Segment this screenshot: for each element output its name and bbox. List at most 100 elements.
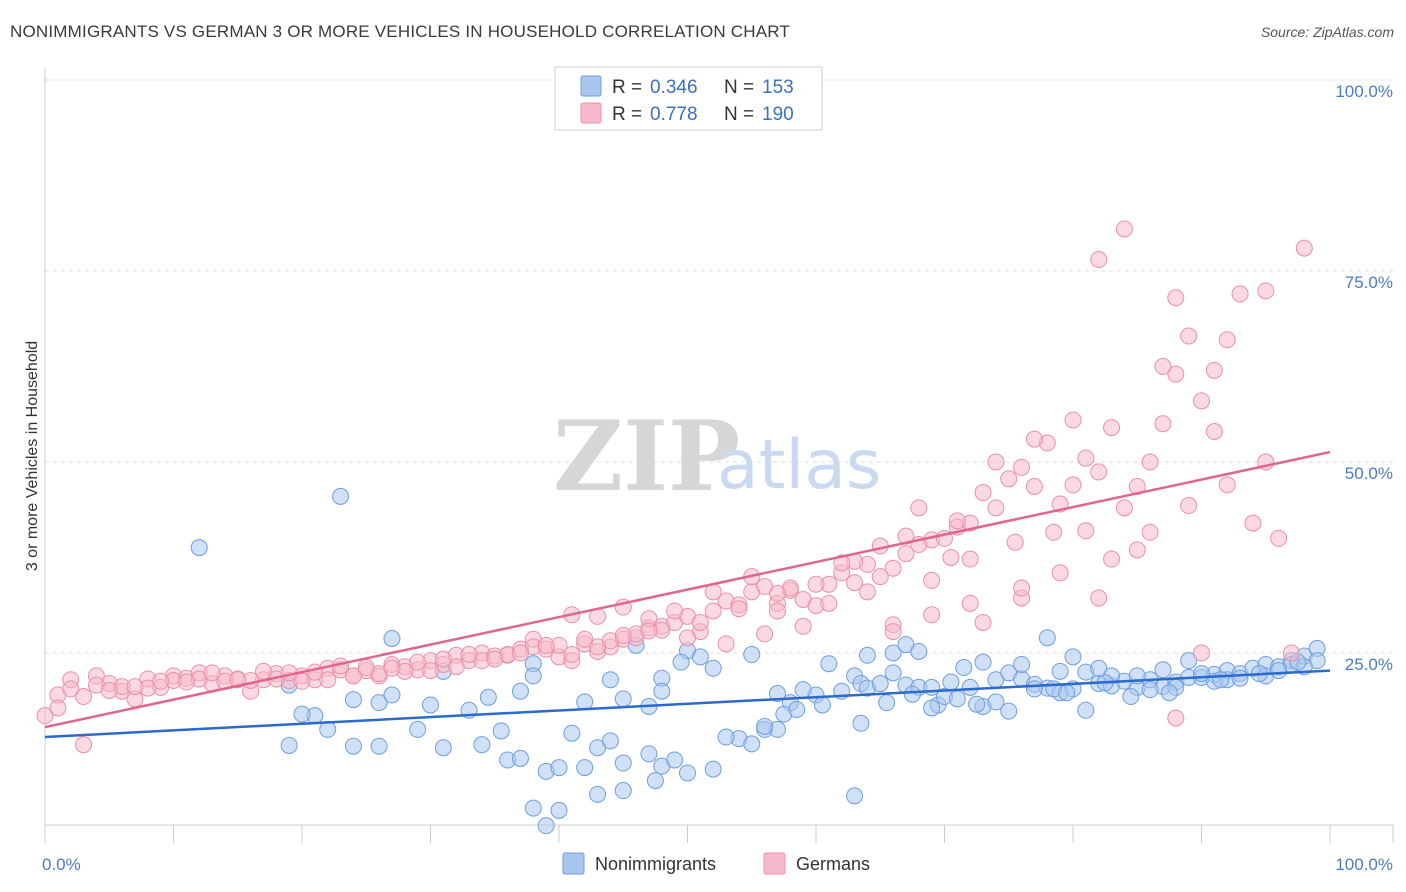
nonimmigrants-point <box>332 487 350 505</box>
nonimmigrants-point <box>704 760 722 778</box>
nonimmigrants-point <box>858 646 876 664</box>
germans-point <box>807 575 825 593</box>
germans-point <box>344 667 362 685</box>
nonimmigrants-point <box>576 759 594 777</box>
nonimmigrants-point <box>370 737 388 755</box>
nonimmigrants-point <box>987 693 1005 711</box>
nonimmigrants-point <box>1064 648 1082 666</box>
nonimmigrants-point <box>1013 655 1031 673</box>
legend-n-value-1: 153 <box>762 77 794 98</box>
nonimmigrants-point <box>383 686 401 704</box>
nonimmigrants-point <box>653 682 671 700</box>
germans-point <box>62 680 80 698</box>
nonimmigrants-point <box>479 688 497 706</box>
nonimmigrants-point <box>788 701 806 719</box>
germans-point <box>460 646 478 664</box>
germans-point <box>923 571 941 589</box>
legend: R = 0.346 N = 153 R = 0.778 N = 190 <box>554 66 823 131</box>
nonimmigrants-point <box>524 667 542 685</box>
germans-point <box>1193 392 1210 410</box>
germans-point <box>511 644 529 662</box>
germans-point <box>1064 476 1082 494</box>
germans-point <box>1218 331 1236 349</box>
watermark-atlas: atlas <box>717 426 881 505</box>
nonimmigrants-point <box>1180 652 1198 670</box>
nonimmigrants-point <box>679 764 696 782</box>
x-tick-label: 0.0% <box>42 855 81 874</box>
nonimmigrants-point <box>492 722 510 740</box>
germans-point <box>100 681 118 699</box>
nonimmigrants-point <box>614 754 632 772</box>
nonimmigrants-point <box>601 732 619 750</box>
nonimmigrants-point <box>1038 629 1056 647</box>
nonimmigrants-point <box>813 696 831 714</box>
nonimmigrants-point <box>1051 662 1069 680</box>
germans-point <box>987 453 1005 471</box>
nonimmigrants-point <box>344 737 362 755</box>
axes <box>44 68 1394 843</box>
nonimmigrants-point <box>614 690 632 708</box>
nonimmigrants-point <box>1058 684 1076 702</box>
nonimmigrants-point <box>852 714 870 732</box>
germans-point <box>563 646 581 664</box>
nonimmigrants-point <box>961 678 979 696</box>
nonimmigrants-point <box>794 681 812 699</box>
nonimmigrants-point <box>884 664 902 682</box>
germans-point <box>1025 477 1043 495</box>
nonimmigrants-point <box>1090 659 1108 677</box>
germans-point <box>987 499 1005 517</box>
bottom-legend: Nonimmigrants Germans <box>562 852 870 875</box>
germans-point <box>1013 579 1031 597</box>
watermark: ZIP atlas <box>553 400 881 513</box>
legend-n-label-2: N = <box>724 104 754 125</box>
y-tick-label: 75.0% <box>1345 273 1393 292</box>
nonimmigrants-point <box>704 659 722 677</box>
germans-point <box>1193 644 1210 662</box>
bottom-legend-label-2: Germans <box>796 854 870 874</box>
nonimmigrants-point <box>190 539 208 557</box>
y-tick-labels: 25.0% 50.0% 75.0% 100.0% <box>1335 82 1393 674</box>
germans-point <box>1180 327 1198 345</box>
germans-point <box>1045 523 1063 541</box>
legend-r-value-1: 0.346 <box>650 77 698 98</box>
germans-point <box>614 626 632 644</box>
nonimmigrants-point <box>646 772 664 790</box>
legend-swatch-blue <box>580 75 602 97</box>
trend-lines <box>44 450 1331 739</box>
germans-point <box>910 499 928 517</box>
germans-point <box>961 594 979 612</box>
germans-point <box>1090 463 1108 481</box>
nonimmigrants-point <box>903 685 921 703</box>
germans-point <box>1180 497 1198 515</box>
legend-swatch-pink <box>580 102 602 124</box>
germans-point <box>897 545 915 563</box>
nonimmigrants-point <box>974 653 992 671</box>
nonimmigrants-point <box>1141 681 1159 699</box>
germans-point <box>1167 289 1185 307</box>
germans-point <box>126 678 144 696</box>
germans-trend-line <box>44 450 1331 729</box>
germans-point <box>36 707 54 725</box>
germans-point <box>177 673 195 691</box>
germans-point <box>961 550 979 568</box>
bottom-legend-swatch-pink <box>763 852 786 875</box>
nonimmigrants-point <box>768 684 786 702</box>
nonimmigrants-point <box>601 671 619 689</box>
nonimmigrants-point <box>434 739 452 757</box>
nonimmigrants-point <box>344 691 362 709</box>
legend-r-label-2: R = <box>612 104 642 125</box>
germans-point <box>768 602 786 620</box>
nonimmigrants-point <box>820 655 838 673</box>
nonimmigrants-point <box>666 751 684 769</box>
nonimmigrants-point <box>955 659 973 677</box>
legend-n-value-2: 190 <box>762 104 794 125</box>
nonimmigrants-point <box>871 675 889 693</box>
germans-point <box>871 568 889 586</box>
nonimmigrants-point <box>942 673 960 691</box>
nonimmigrants-point <box>846 787 864 805</box>
nonimmigrants-point <box>878 694 896 712</box>
germans-point <box>820 594 838 612</box>
germans-point <box>1077 449 1095 467</box>
legend-n-label-1: N = <box>724 77 754 98</box>
germans-point <box>948 512 966 530</box>
